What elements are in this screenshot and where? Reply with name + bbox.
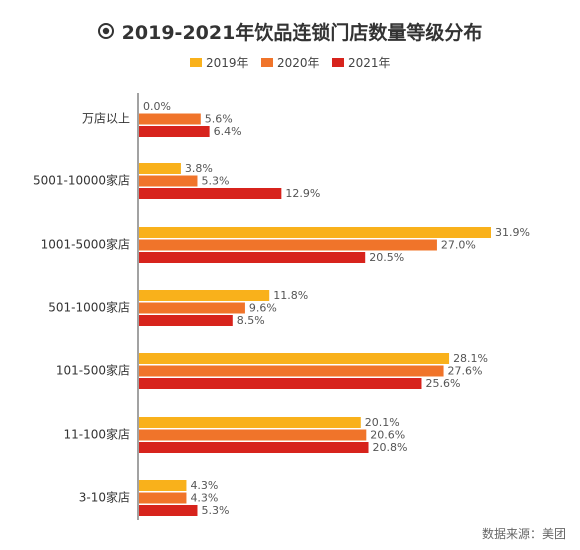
bar-6-series-2 (139, 429, 367, 441)
data-label-5-series-2: 27.6% (448, 365, 483, 378)
data-label-3-series-2: 27.0% (441, 239, 476, 252)
bar-5-series-2 (139, 365, 444, 377)
category-label-7: 3-10家店 (79, 490, 130, 505)
data-label-1-series-2: 5.6% (205, 113, 233, 126)
data-label-7-series-2: 4.3% (190, 492, 218, 505)
data-label-6-series-1: 20.1% (365, 416, 400, 429)
legend-label-1: 2019年 (206, 56, 249, 70)
data-label-4-series-1: 11.8% (273, 289, 308, 302)
legend-swatch-3 (332, 58, 344, 67)
bar-5-series-3 (139, 378, 422, 389)
bar-7-series-1 (139, 480, 187, 491)
bar-5-series-1 (139, 353, 450, 364)
chart-title: 2019-2021年饮品连锁门店数量等级分布 (121, 21, 483, 44)
legend-swatch-2 (261, 58, 273, 67)
data-label-1-series-1: 0.0% (143, 100, 171, 113)
data-label-5-series-1: 28.1% (453, 352, 488, 365)
data-label-1-series-3: 6.4% (214, 125, 242, 138)
data-label-2-series-2: 5.3% (201, 175, 229, 188)
source-note: 数据来源：美团 (481, 527, 566, 541)
chart-title-row: 2019-2021年饮品连锁门店数量等级分布 (0, 14, 580, 48)
data-label-6-series-3: 20.8% (373, 441, 408, 454)
data-label-4-series-3: 8.5% (237, 314, 265, 327)
bar-7-series-2 (139, 492, 187, 504)
legend-label-3: 2021年 (348, 56, 391, 70)
category-label-5: 101-500家店 (56, 363, 130, 378)
category-label-2: 5001-10000家店 (33, 173, 130, 188)
data-label-5-series-3: 25.6% (425, 377, 460, 390)
bar-4-series-1 (139, 290, 270, 301)
bar-1-series-2 (139, 113, 201, 125)
bar-4-series-3 (139, 315, 233, 326)
target-icon (97, 23, 114, 39)
data-label-7-series-3: 5.3% (201, 504, 229, 517)
bar-2-series-1 (139, 163, 181, 174)
bar-1-series-3 (139, 126, 210, 137)
category-label-6: 11-100家店 (63, 427, 130, 442)
category-label-4: 501-1000家店 (48, 300, 130, 315)
data-label-4-series-2: 9.6% (249, 302, 277, 315)
bar-4-series-2 (139, 302, 245, 314)
data-label-2-series-3: 12.9% (285, 187, 320, 200)
data-label-3-series-3: 20.5% (369, 251, 404, 264)
bar-2-series-3 (139, 188, 282, 199)
bar-3-series-2 (139, 239, 437, 251)
bar-3-series-3 (139, 252, 366, 263)
bar-3-series-1 (139, 227, 491, 238)
bar-7-series-3 (139, 505, 198, 516)
bar-2-series-2 (139, 175, 198, 187)
data-label-6-series-2: 20.6% (370, 429, 405, 442)
category-label-3: 1001-5000家店 (41, 237, 130, 252)
bar-6-series-1 (139, 417, 361, 428)
data-label-2-series-1: 3.8% (185, 162, 213, 175)
category-label-1: 万店以上 (82, 112, 130, 126)
legend-swatch-1 (190, 58, 202, 67)
data-label-3-series-1: 31.9% (495, 226, 530, 239)
data-label-7-series-1: 4.3% (190, 479, 218, 492)
bar-6-series-3 (139, 442, 369, 453)
legend-label-2: 2020年 (277, 56, 320, 70)
